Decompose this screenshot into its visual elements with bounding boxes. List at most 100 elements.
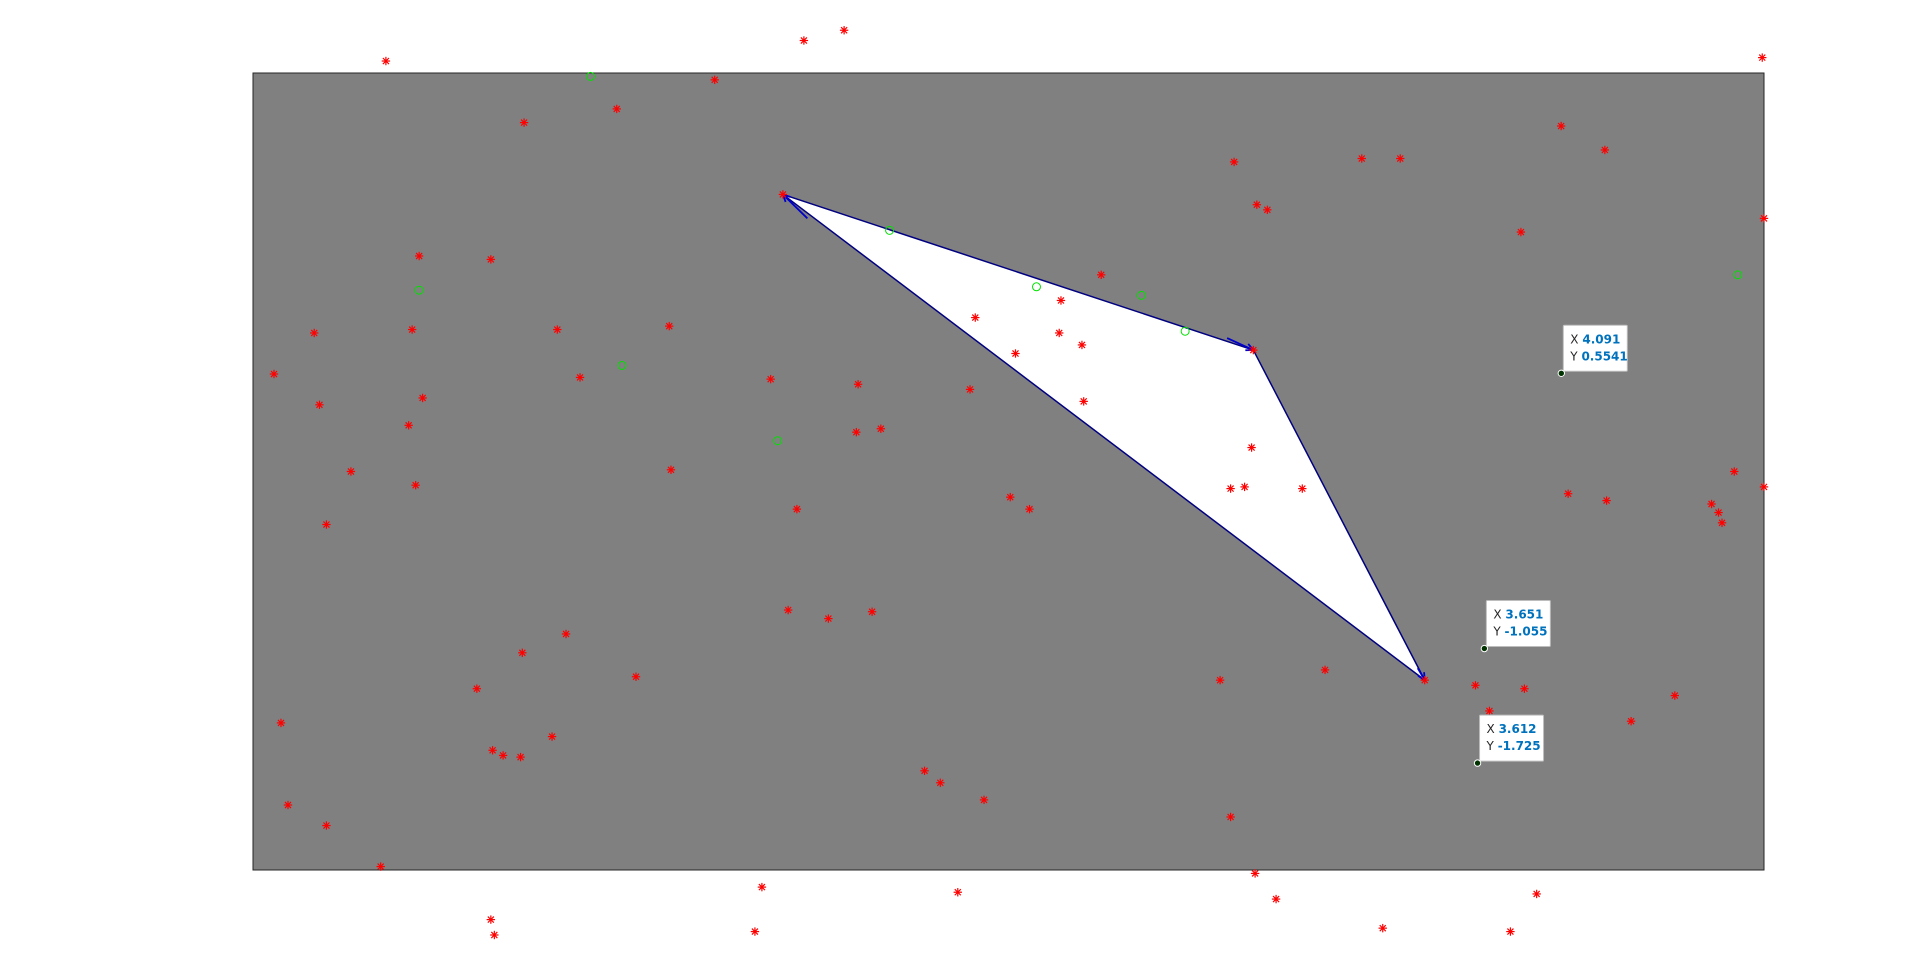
red-stars-point-41[interactable] [792, 504, 802, 514]
red-stars-point-55[interactable] [1055, 328, 1064, 338]
red-stars-point-89[interactable] [1516, 227, 1526, 237]
red-stars-point-27[interactable] [322, 821, 331, 830]
red-stars-point-50[interactable] [1247, 443, 1256, 452]
red-stars-point-83[interactable] [1714, 508, 1723, 517]
red-stars-point-87[interactable] [1556, 121, 1566, 131]
polygon-convex-triangle[interactable] [782, 193, 1426, 681]
red-stars-point-64[interactable] [953, 888, 962, 897]
red-stars-point-14[interactable] [519, 118, 529, 127]
red-stars-point-96[interactable] [381, 56, 391, 66]
red-stars-point-25[interactable] [276, 718, 286, 728]
green-circles-point-5[interactable] [1136, 290, 1146, 300]
red-stars-point-74[interactable] [1532, 889, 1541, 899]
red-stars-point-84[interactable] [1759, 482, 1769, 492]
red-stars-point-56[interactable] [783, 605, 793, 615]
red-stars-point-1[interactable] [1249, 345, 1258, 355]
red-stars-point-9[interactable] [418, 393, 427, 403]
red-stars-point-86[interactable] [1759, 214, 1769, 223]
red-stars-point-13[interactable] [411, 480, 420, 490]
red-stars-point-92[interactable] [1252, 200, 1262, 209]
red-stars-point-66[interactable] [1250, 869, 1260, 878]
green-circles-point-2[interactable] [617, 360, 627, 370]
red-stars-point-8[interactable] [407, 325, 417, 334]
red-stars-point-28[interactable] [376, 862, 385, 871]
red-stars-point-6[interactable] [414, 251, 424, 261]
green-circles-point-0[interactable] [586, 71, 596, 81]
green-circles-point-8[interactable] [1733, 270, 1743, 280]
green-circles-point-3[interactable] [885, 225, 895, 235]
red-stars-point-22[interactable] [518, 648, 527, 657]
red-stars-point-91[interactable] [1229, 157, 1239, 167]
red-stars-point-67[interactable] [1271, 894, 1281, 904]
red-stars-point-73[interactable] [1520, 684, 1529, 693]
red-stars-point-3[interactable] [269, 369, 279, 379]
red-stars-point-29[interactable] [486, 915, 496, 924]
red-stars-point-49[interactable] [1079, 397, 1088, 406]
red-stars-point-4[interactable] [310, 328, 319, 338]
red-stars-point-33[interactable] [516, 752, 525, 762]
red-stars-point-51[interactable] [1226, 484, 1235, 493]
red-stars-point-46[interactable] [1011, 349, 1020, 358]
red-stars-point-53[interactable] [1298, 484, 1307, 493]
red-stars-point-36[interactable] [839, 26, 849, 35]
red-stars-point-23[interactable] [472, 684, 482, 693]
red-stars-point-70[interactable] [1471, 681, 1480, 690]
red-stars-point-76[interactable] [1563, 489, 1573, 498]
red-stars-point-15[interactable] [612, 104, 621, 114]
red-stars-point-85[interactable] [1758, 53, 1767, 62]
red-stars-point-59[interactable] [920, 766, 929, 776]
red-stars-point-35[interactable] [799, 36, 809, 45]
red-stars-point-80[interactable] [1730, 467, 1739, 476]
red-stars-point-79[interactable] [1670, 691, 1680, 700]
red-stars-point-54[interactable] [1096, 270, 1106, 280]
red-stars-point-19[interactable] [666, 465, 676, 474]
red-stars-point-24[interactable] [488, 746, 497, 755]
red-stars-point-94[interactable] [1357, 154, 1366, 163]
red-stars-point-44[interactable] [1025, 504, 1034, 514]
red-stars-point-90[interactable] [1396, 154, 1405, 163]
red-stars-point-62[interactable] [757, 882, 767, 892]
red-stars-point-45[interactable] [971, 313, 980, 322]
green-circles-point-4[interactable] [1031, 282, 1041, 292]
red-stars-point-57[interactable] [824, 614, 833, 623]
red-stars-point-61[interactable] [979, 795, 989, 805]
red-stars-point-69[interactable] [1320, 665, 1330, 675]
red-stars-point-52[interactable] [1240, 482, 1249, 492]
red-stars-point-81[interactable] [1707, 499, 1716, 509]
red-stars-point-7[interactable] [486, 255, 496, 264]
red-stars-point-58[interactable] [867, 607, 877, 616]
red-stars-point-65[interactable] [1226, 812, 1235, 822]
red-stars-point-30[interactable] [490, 930, 499, 940]
red-stars-point-38[interactable] [853, 380, 863, 389]
red-stars-point-10[interactable] [404, 421, 413, 430]
red-stars-point-5[interactable] [315, 400, 324, 409]
red-stars-point-68[interactable] [1215, 675, 1225, 685]
red-stars-point-48[interactable] [1077, 340, 1087, 350]
red-stars-point-95[interactable] [1378, 923, 1387, 933]
red-stars-point-2[interactable] [1420, 675, 1429, 685]
red-stars-point-40[interactable] [876, 424, 886, 433]
red-stars-point-26[interactable] [283, 800, 293, 810]
datatip-marker-0[interactable] [1557, 369, 1566, 378]
red-stars-point-37[interactable] [766, 374, 775, 384]
red-stars-point-11[interactable] [346, 467, 356, 476]
red-stars-point-71[interactable] [1485, 706, 1494, 716]
red-stars-point-63[interactable] [750, 927, 760, 936]
datatip-marker-1[interactable] [1480, 644, 1489, 653]
red-stars-point-18[interactable] [665, 321, 674, 331]
red-stars-point-78[interactable] [1626, 717, 1636, 726]
red-stars-point-20[interactable] [631, 672, 641, 681]
datatip-marker-2[interactable] [1473, 759, 1482, 767]
red-stars-point-75[interactable] [1506, 927, 1515, 936]
green-circles-point-6[interactable] [1180, 326, 1190, 336]
red-stars-point-39[interactable] [852, 427, 861, 437]
red-stars-point-88[interactable] [1600, 145, 1610, 155]
red-stars-point-43[interactable] [1006, 492, 1015, 502]
red-stars-point-82[interactable] [1717, 518, 1727, 528]
red-stars-point-32[interactable] [498, 751, 508, 760]
red-stars-point-21[interactable] [561, 629, 571, 639]
red-stars-point-12[interactable] [322, 520, 331, 529]
